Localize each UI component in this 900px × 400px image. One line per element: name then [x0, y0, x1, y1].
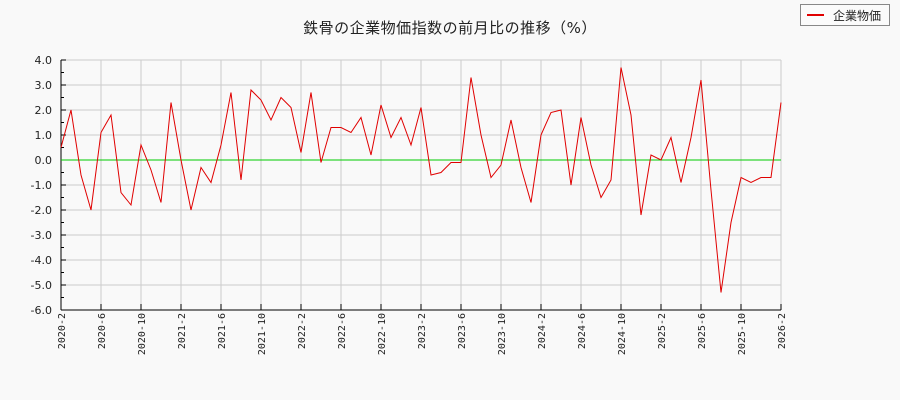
x-tick-label: 2024-2	[537, 313, 548, 349]
y-tick-label: -6.0	[31, 304, 52, 317]
x-tick-label: 2023-10	[497, 313, 508, 355]
axes	[60, 59, 782, 311]
x-tick-label: 2023-2	[417, 313, 428, 349]
x-tick-label: 2024-10	[617, 313, 628, 355]
y-tick-label: -2.0	[31, 204, 52, 217]
legend: 企業物価	[800, 4, 890, 26]
y-tick-label: 2.0	[35, 104, 53, 117]
y-axis-ticks: 4.0 3.0 2.0 1.0 0.0 -1.0 -2.0 -3.0 -4.0 -5.0 -6.0	[31, 54, 52, 317]
y-tick-label: 3.0	[35, 79, 53, 92]
y-tick-label: -3.0	[31, 229, 52, 242]
y-tick-label: 1.0	[35, 129, 53, 142]
y-tick-label: 4.0	[35, 54, 53, 67]
x-tick-label: 2024-6	[577, 313, 588, 349]
x-tick-label: 2025-2	[657, 313, 668, 349]
chart-title: 鉄骨の企業物価指数の前月比の推移（%）	[303, 19, 597, 37]
x-tick-label: 2022-6	[337, 313, 348, 349]
y-tick-label: -4.0	[31, 254, 52, 267]
x-tick-label: 2026-2	[777, 313, 788, 349]
y-tick-label: 0.0	[35, 154, 53, 167]
x-tick-label: 2022-10	[377, 313, 388, 355]
legend-label: 企業物価	[833, 8, 882, 23]
y-tick-label: -1.0	[31, 179, 52, 192]
x-tick-label: 2021-2	[177, 313, 188, 349]
x-axis-ticks: 2020-2 2020-6 2020-10 2021-2 2021-6 2021-10 20…	[57, 313, 788, 355]
x-tick-label: 2022-2	[297, 313, 308, 349]
x-tick-label: 2021-6	[217, 313, 228, 349]
x-tick-label: 2025-10	[737, 313, 748, 355]
y-tick-label: -5.0	[31, 279, 52, 292]
series-line	[60, 67, 782, 293]
x-tick-label: 2020-2	[57, 313, 68, 349]
legend-line-icon	[807, 14, 824, 16]
x-tick-label: 2020-10	[137, 313, 148, 355]
x-tick-label: 2021-10	[257, 313, 268, 355]
x-tick-label: 2023-6	[457, 313, 468, 349]
grid-lines	[61, 59, 782, 311]
x-tick-label: 2020-6	[97, 313, 108, 349]
x-tick-label: 2025-6	[697, 313, 708, 349]
